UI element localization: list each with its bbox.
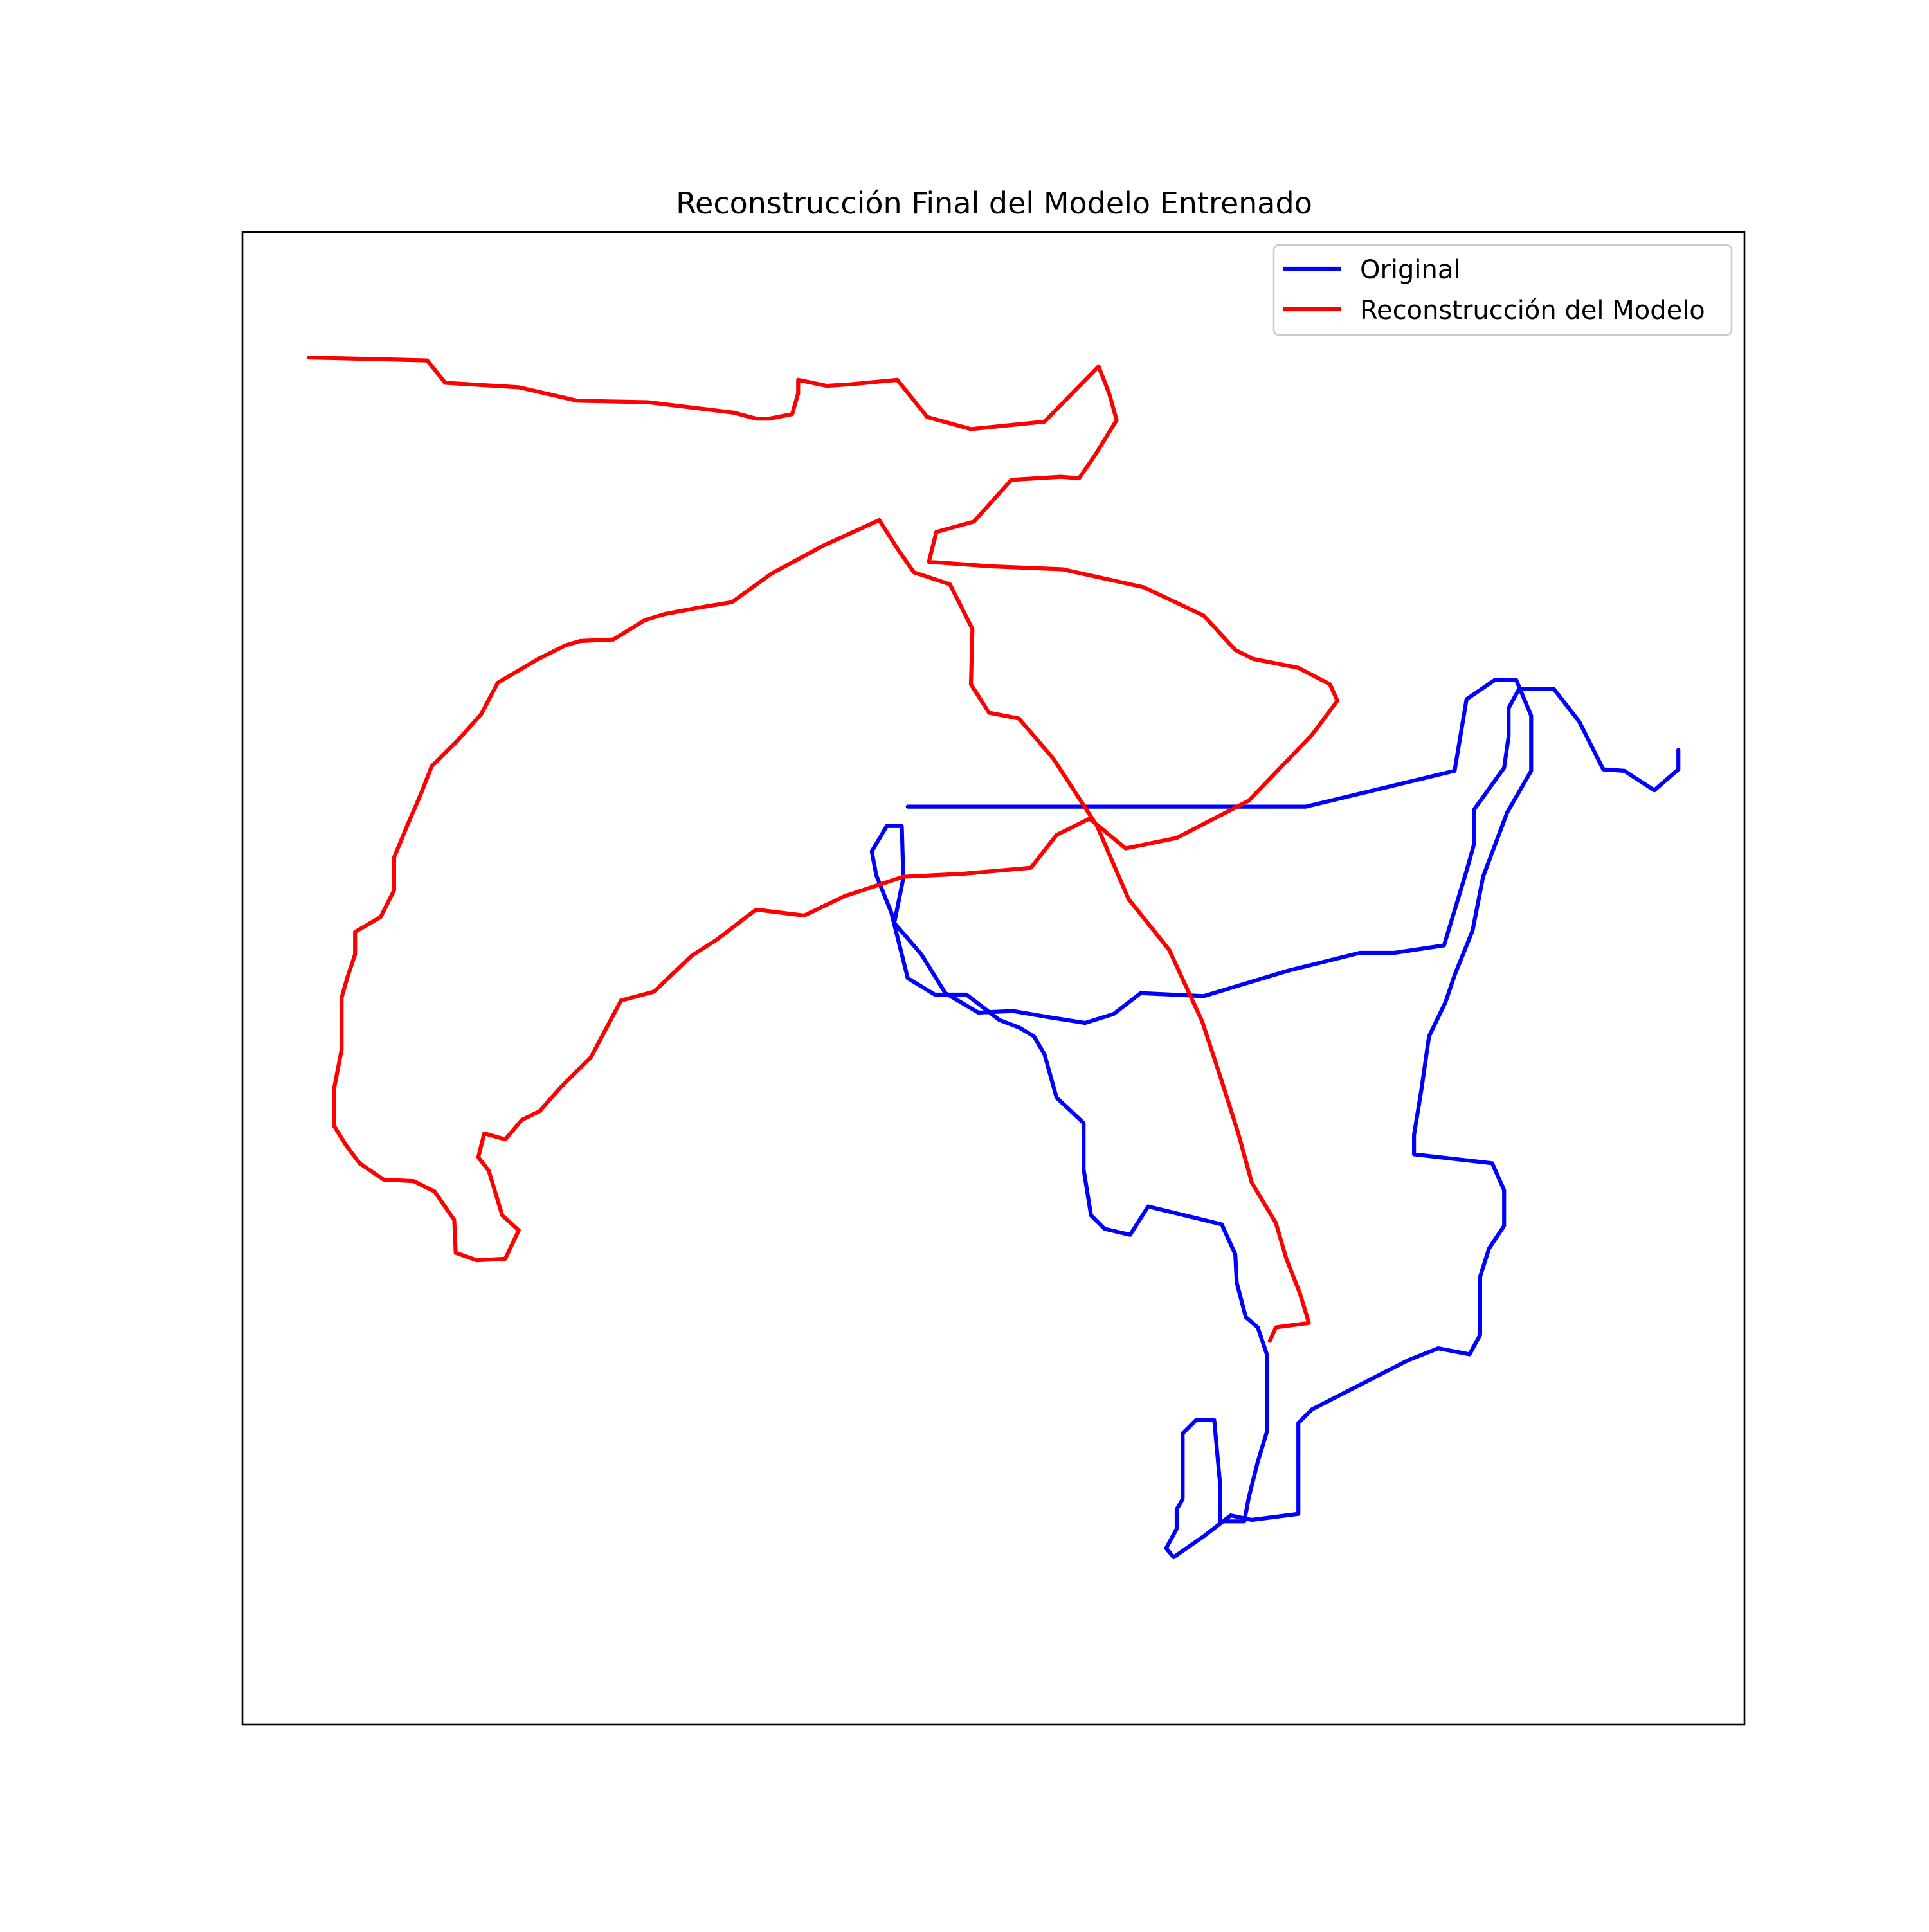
legend-label-reconstruccion: Reconstrucción del Modelo (1360, 296, 1705, 325)
legend-label-original: Original (1360, 255, 1461, 285)
plot-area-frame (241, 231, 1746, 1726)
legend-frame (1272, 244, 1733, 336)
series-line-original (869, 678, 1681, 1560)
legend: Original Reconstrucción del Modelo (1272, 244, 1733, 336)
chart-title: Reconstrucción Final del Modelo Entrenad… (676, 186, 1312, 221)
series-layer (306, 355, 1681, 1560)
series-line-reconstruccion (306, 355, 1339, 1343)
